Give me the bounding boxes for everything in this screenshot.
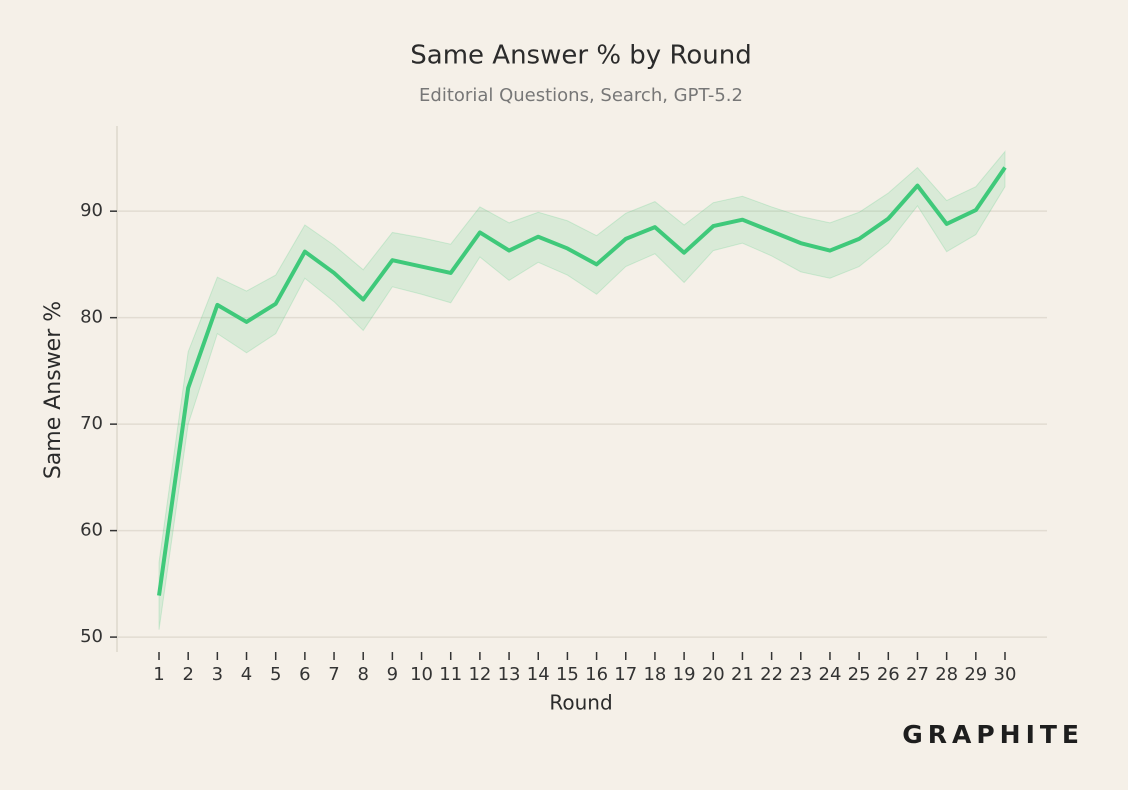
logo: GRAPHITE: [902, 720, 1084, 749]
x-tick-label: 16: [585, 664, 608, 685]
x-tick-label: 3: [212, 664, 223, 685]
y-tick-label: 90: [80, 200, 103, 221]
x-tick-label: 15: [556, 664, 579, 685]
y-tick-label: 70: [80, 413, 103, 434]
x-tick-label: 9: [387, 664, 398, 685]
x-tick-label: 5: [270, 664, 281, 685]
confidence-band: [158, 150, 1006, 630]
x-tick-label: 22: [760, 664, 783, 685]
x-tick-label: 20: [702, 664, 725, 685]
x-tick-label: 4: [241, 664, 252, 685]
x-tick-label: 12: [468, 664, 491, 685]
x-tick-label: 29: [964, 664, 987, 685]
x-tick-label: 27: [906, 664, 929, 685]
x-tick-label: 10: [410, 664, 433, 685]
x-tick-label: 24: [819, 664, 842, 685]
x-tick-label: 6: [299, 664, 310, 685]
x-tick-label: 11: [439, 664, 462, 685]
line: [157, 166, 1007, 596]
y-tick-label: 80: [80, 307, 103, 328]
y-axis-label: Same Answer %: [41, 301, 66, 479]
x-tick-label: 7: [328, 664, 339, 685]
x-tick-label: 26: [877, 664, 900, 685]
x-tick-label: 18: [643, 664, 666, 685]
x-axis-label: Round: [549, 691, 612, 715]
x-tick-label: 25: [848, 664, 871, 685]
y-tick-label: 50: [80, 626, 103, 647]
y-tick-label: 60: [80, 520, 103, 541]
chart-subtitle: Editorial Questions, Search, GPT-5.2: [419, 85, 743, 106]
x-tick-label: 13: [498, 664, 521, 685]
chart-title: Same Answer % by Round: [410, 41, 751, 71]
x-tick-label: 19: [673, 664, 696, 685]
x-tick-label: 21: [731, 664, 754, 685]
x-tick-label: 1: [153, 664, 164, 685]
x-tick-label: 2: [182, 664, 193, 685]
x-tick-label: 28: [935, 664, 958, 685]
x-tick-label: 14: [527, 664, 550, 685]
x-tick-label: 17: [614, 664, 637, 685]
x-tick-label: 23: [789, 664, 812, 685]
x-tick-label: 30: [994, 664, 1017, 685]
x-tick-label: 8: [357, 664, 368, 685]
